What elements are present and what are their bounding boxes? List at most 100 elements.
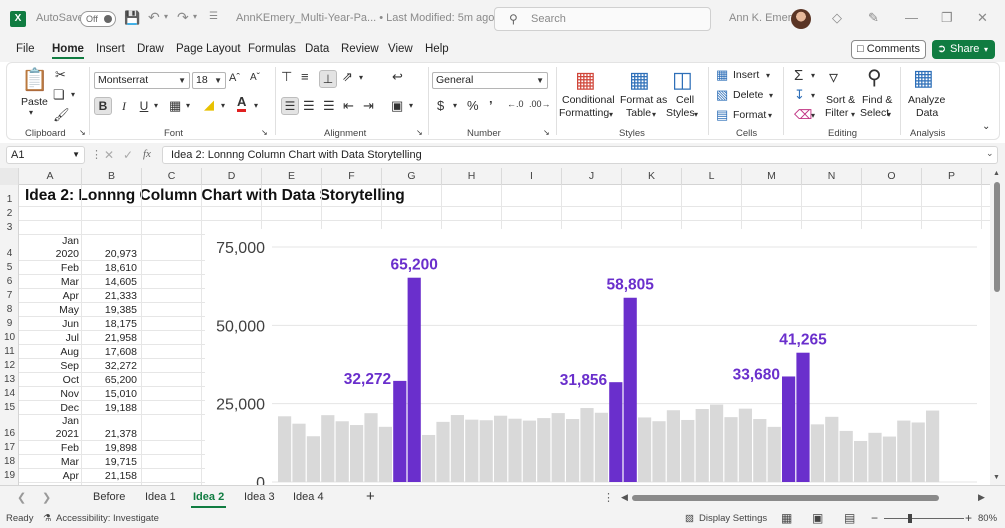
column-chart[interactable]: 75,000 50,000 25,000 0 32,272 65,200 31,856 58,… xyxy=(205,229,990,485)
column-header-n[interactable]: N xyxy=(802,168,862,185)
increase-indent-icon[interactable]: ⇥ xyxy=(363,98,374,113)
delete-cells-button[interactable]: Delete xyxy=(733,89,764,101)
column-header-k[interactable]: K xyxy=(622,168,682,185)
decrease-indent-icon[interactable]: ⇤ xyxy=(343,98,354,113)
column-header-a[interactable]: A xyxy=(19,168,82,185)
row-header-8[interactable]: 8 xyxy=(6,304,13,315)
close-icon[interactable]: ✕ xyxy=(977,10,988,25)
column-header-p[interactable]: P xyxy=(922,168,982,185)
redo-dropdown-icon[interactable]: ▾ xyxy=(193,12,198,21)
tab-idea-3[interactable]: Idea 3 xyxy=(244,491,275,503)
font-launcher-icon[interactable]: ↘ xyxy=(261,128,268,137)
copy-dropdown-icon[interactable]: ▾ xyxy=(71,90,76,99)
cell-b[interactable]: 19,188 xyxy=(104,402,137,414)
cell-b[interactable]: 17,608 xyxy=(104,346,137,358)
minimize-icon[interactable]: — xyxy=(905,10,918,25)
format-painter-icon[interactable]: 🖌 xyxy=(53,107,70,122)
conditional-formatting-line2[interactable]: Formatting xyxy=(559,107,610,119)
expand-formula-icon[interactable]: ⌄ xyxy=(986,148,994,158)
sort-filter-line1[interactable]: Sort & xyxy=(826,94,856,106)
cell-styles-line2[interactable]: Styles xyxy=(666,107,695,119)
page-layout-view-icon[interactable]: ▣ xyxy=(812,511,824,525)
cell-b[interactable]: 32,272 xyxy=(104,360,137,372)
menu-formulas[interactable]: Formulas xyxy=(248,43,296,55)
tab-scroll-left-icon[interactable]: ❮ xyxy=(17,492,27,504)
cell-b[interactable]: 65,200 xyxy=(104,374,137,386)
row-header-17[interactable]: 17 xyxy=(3,442,16,453)
row-header-11[interactable]: 11 xyxy=(4,346,15,357)
analyze-data-line1[interactable]: Analyze xyxy=(908,94,946,106)
fill-dropdown-icon[interactable]: ▾ xyxy=(811,91,816,100)
row-header-12[interactable]: 12 xyxy=(3,360,16,371)
font-name-select[interactable]: Montserrat ▼ xyxy=(94,72,190,89)
row-header-9[interactable]: 9 xyxy=(6,318,13,329)
paste-dropdown-icon[interactable]: ▾ xyxy=(29,108,34,117)
underline-button[interactable]: U xyxy=(139,99,149,113)
cell-b[interactable]: 19,898 xyxy=(104,442,137,454)
avatar[interactable] xyxy=(791,9,811,29)
wrap-text-icon[interactable]: ↩ xyxy=(392,69,403,84)
align-right-icon[interactable]: ☰ xyxy=(323,98,335,113)
format-cells-button[interactable]: Format xyxy=(733,109,767,121)
fill-down-icon[interactable]: ↧ xyxy=(794,87,805,102)
insert-function-icon[interactable]: fx xyxy=(143,148,151,160)
analyze-data-line2[interactable]: Data xyxy=(916,107,939,119)
font-size-select[interactable]: 18 ▼ xyxy=(192,72,226,89)
format-table-dropdown-icon[interactable]: ▾ xyxy=(652,110,657,119)
conditional-dropdown-icon[interactable]: ▾ xyxy=(609,110,614,119)
cell-a[interactable]: Jul xyxy=(65,332,79,344)
cell-a[interactable]: Nov xyxy=(60,388,79,400)
format-cells-icon[interactable]: ▤ xyxy=(716,107,729,122)
column-header-e[interactable]: E xyxy=(262,168,322,185)
restore-icon[interactable]: ❐ xyxy=(941,10,953,25)
row-header-10[interactable]: 10 xyxy=(3,332,16,343)
autosave-toggle[interactable]: Off xyxy=(80,11,116,27)
column-header-h[interactable]: H xyxy=(442,168,502,185)
row-header-13[interactable]: 13 xyxy=(3,374,16,385)
borders-icon[interactable]: ▦ xyxy=(169,98,182,113)
row-header-3[interactable]: 3 xyxy=(6,222,13,233)
insert-cells-button[interactable]: Insert xyxy=(733,69,760,81)
tab-before[interactable]: Before xyxy=(93,491,126,503)
percent-icon[interactable]: % xyxy=(467,98,479,113)
row-header-5[interactable]: 5 xyxy=(6,262,13,273)
undo-icon[interactable]: ↶ xyxy=(148,9,160,25)
format-as-table-line2[interactable]: Table xyxy=(626,107,652,119)
cell-a[interactable]: Sep xyxy=(60,360,79,372)
paste-icon[interactable]: 📋 xyxy=(21,67,49,92)
cell-styles-dropdown-icon[interactable]: ▾ xyxy=(694,110,699,119)
cell-a[interactable]: 2020 xyxy=(55,248,79,260)
cell-a-month[interactable]: Jan xyxy=(62,235,79,247)
fill-color-icon[interactable]: ◢ xyxy=(204,97,214,112)
scroll-down-icon[interactable]: ▼ xyxy=(993,474,1000,481)
sort-filter-icon[interactable]: ▿ xyxy=(829,67,839,87)
scroll-up-icon[interactable]: ▲ xyxy=(993,170,1000,177)
menu-draw[interactable]: Draw xyxy=(137,43,164,55)
row-header-19[interactable]: 19 xyxy=(3,470,16,481)
insert-dropdown-icon[interactable]: ▾ xyxy=(766,71,771,80)
sort-dropdown-icon[interactable]: ▾ xyxy=(851,110,856,119)
comma-style-icon[interactable]: ’ xyxy=(489,98,493,113)
scroll-left-icon[interactable]: ◀ xyxy=(621,492,628,502)
formula-input[interactable]: Idea 2: Lonnng Column Chart with Data St… xyxy=(162,146,998,164)
file-name[interactable]: AnnKEmery_Multi-Year-Pa... • Last Modifi… xyxy=(236,12,495,24)
cell-styles-line1[interactable]: Cell xyxy=(676,94,695,106)
share-dropdown-icon[interactable]: ▾ xyxy=(984,45,989,54)
row-header-14[interactable]: 14 xyxy=(3,388,16,399)
delete-cells-icon[interactable]: ▧ xyxy=(716,87,729,102)
menu-page-layout[interactable]: Page Layout xyxy=(176,43,241,55)
fill-dropdown-icon[interactable]: ▾ xyxy=(221,101,226,110)
number-launcher-icon[interactable]: ↘ xyxy=(543,128,550,137)
format-as-table-icon[interactable]: ▦ xyxy=(629,67,650,92)
sheet-title-cell[interactable]: Idea 2: Lonnng Column Chart with Data St… xyxy=(25,187,405,204)
display-settings-button[interactable]: Display Settings xyxy=(699,513,768,524)
confirm-entry-icon[interactable]: ✓ xyxy=(123,148,134,162)
column-header-b[interactable]: B xyxy=(82,168,142,185)
tab-scroll-right-icon[interactable]: ❯ xyxy=(42,492,52,504)
analyze-data-icon[interactable]: ▦ xyxy=(913,65,934,90)
cell-a[interactable]: Dec xyxy=(60,402,79,414)
ribbon-collapse-icon[interactable]: ⌄ xyxy=(982,121,991,132)
column-header-o[interactable]: O xyxy=(862,168,922,185)
menu-data[interactable]: Data xyxy=(305,43,330,55)
cell-b[interactable]: 14,605 xyxy=(104,276,137,288)
